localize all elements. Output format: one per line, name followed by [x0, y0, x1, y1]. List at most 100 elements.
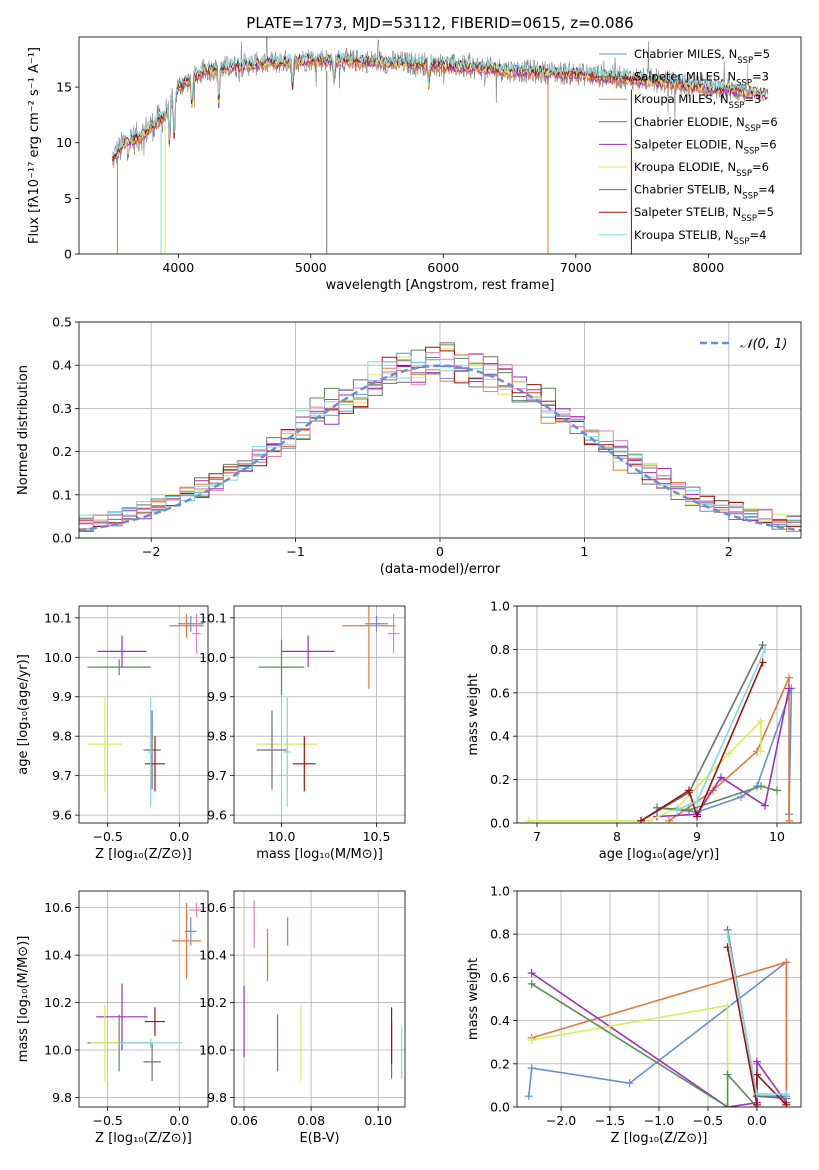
data-point-marker	[527, 979, 536, 988]
y-tick-label: 10.1	[199, 610, 227, 625]
residual-histogram-7	[79, 352, 801, 526]
y-tick-label: 0	[64, 247, 72, 262]
data-point-marker	[525, 816, 533, 823]
legend-entry: Chabrier ELODIE, NSSP=6	[634, 115, 778, 134]
data-point-marker	[723, 1070, 732, 1079]
y-tick-label: 10.2	[44, 995, 72, 1010]
data-point-marker	[527, 969, 536, 978]
y-axis-label: mass weight	[466, 958, 481, 1040]
x-tick-label: 0.0	[169, 829, 189, 844]
data-point-marker	[757, 782, 765, 791]
x-tick-label: 0.10	[364, 1113, 392, 1128]
x-tick-label: 9	[693, 829, 701, 844]
x-tick-label: −1.0	[644, 1113, 674, 1128]
spectrum-model-kroupa_stelib	[112, 51, 769, 156]
y-tick-label: 10.0	[44, 1043, 72, 1058]
y-tick-label: 0.6	[490, 970, 510, 985]
plot-area	[79, 342, 801, 532]
y-axis-label: Normed distribution	[16, 365, 31, 495]
data-point-marker	[782, 1090, 791, 1099]
weight-series-0	[656, 688, 793, 815]
y-tick-label: 9.8	[207, 1090, 227, 1105]
x-tick-label: 2	[725, 544, 733, 559]
y-tick-label: 0.4	[490, 1013, 510, 1028]
y-axis-label: mass weight	[466, 673, 481, 755]
y-tick-label: 0.8	[490, 927, 510, 942]
spectrum-model-salpeter_stelib	[111, 53, 769, 160]
x-tick-label: −0.5	[92, 1113, 122, 1128]
x-tick-label: −0.5	[693, 1113, 723, 1128]
y-tick-label: 0.3	[52, 401, 72, 416]
plot-area	[524, 925, 791, 1107]
y-tick-label: 0.6	[490, 685, 510, 700]
y-tick-label: 0.8	[490, 642, 510, 657]
plot-area	[256, 606, 400, 808]
data-point-marker	[685, 805, 693, 814]
x-axis-label: Z [log₁₀(Z/Z⊙)]	[95, 1131, 192, 1146]
panel-mass-vs-Z: −0.5 0.0 9.8 10.0 10.2 10.4 10.6 Z [log₁₀(Z/Z⊙)…	[16, 890, 209, 1146]
panel-mass-vs-ebv: 0.06 0.08 0.10 9.8 10.0 10.2 10.4 10.6 E(B-V)	[199, 890, 406, 1146]
figure-title: PLATE=1773, MJD=53112, FIBERID=0615, z=0…	[246, 14, 633, 32]
y-tick-label: 1.0	[490, 884, 510, 899]
data-point-marker	[723, 930, 732, 939]
y-tick-label: 10.2	[199, 995, 227, 1010]
data-point-marker	[761, 801, 769, 810]
x-tick-label: 0	[436, 544, 444, 559]
data-point-marker	[685, 786, 693, 795]
y-tick-label: 0.1	[52, 487, 72, 502]
legend-entry: Kroupa ELODIE, NSSP=6	[634, 160, 769, 179]
legend-entry: Salpeter ELODIE, NSSP=6	[634, 137, 777, 156]
data-point-marker	[785, 816, 793, 823]
y-tick-label: 0.5	[52, 315, 72, 330]
legend-entry: Chabrier STELIB, NSSP=4	[634, 183, 775, 202]
x-tick-label: −2.0	[546, 1113, 576, 1128]
y-tick-label: 10.4	[199, 948, 227, 963]
x-tick-label: 10.5	[363, 829, 391, 844]
panel-weight-vs-Z: −2.0 −1.5 −1.0 −0.5 0.0 0.0 0.2 0.4 0.6 0.8 1.0 Z […	[466, 884, 802, 1146]
y-tick-label: 0.0	[490, 1100, 510, 1115]
x-axis-label: Z [log₁₀(Z/Z⊙)]	[95, 847, 192, 862]
data-point-marker	[717, 773, 725, 782]
x-tick-label: 8	[613, 829, 621, 844]
panel-spectrum: 4000 5000 6000 7000 8000 0 5 10 15 wavelength [An…	[27, 36, 802, 293]
weight-series-3	[529, 719, 762, 822]
data-point-marker	[673, 805, 681, 814]
legend-entry: Kroupa STELIB, NSSP=4	[634, 228, 766, 247]
panel-age-vs-mass: 10.0 10.5 9.6 9.7 9.8 9.9 10.0 10.1 mass [log₁₀(…	[199, 605, 406, 862]
y-tick-label: 10.0	[199, 650, 227, 665]
x-tick-label: 7000	[560, 260, 592, 275]
axes-frame	[233, 890, 406, 1108]
y-tick-label: 10.6	[44, 900, 72, 915]
gaussian-curve	[79, 364, 801, 532]
data-point-marker	[527, 1036, 536, 1045]
x-axis-label: E(B-V)	[299, 1131, 339, 1146]
plot-area	[111, 37, 769, 254]
y-tick-label: 10.6	[199, 900, 227, 915]
y-tick-label: 9.6	[207, 808, 227, 823]
data-point-marker	[785, 673, 793, 682]
data-point-marker	[524, 1092, 533, 1101]
axes-frame	[78, 890, 209, 1108]
data-point-marker	[693, 797, 701, 806]
data-point-marker	[758, 641, 767, 650]
axes-frame	[78, 36, 802, 255]
data-point-marker	[757, 747, 765, 756]
y-tick-label: 9.7	[207, 768, 227, 783]
data-point-marker	[637, 816, 645, 823]
data-point-marker	[527, 1064, 536, 1073]
y-tick-label: 9.8	[207, 729, 227, 744]
plot-area	[525, 641, 796, 823]
y-tick-label: 10.1	[44, 610, 72, 625]
spectrum-model-kroupa_miles	[111, 58, 769, 166]
x-axis-label: mass [log₁₀(M/M⊙)]	[256, 847, 383, 862]
panel-residuals: −2 −1 0 1 2 0.0 0.1 0.2 0.3 0.4 0.5 (data-model)/er…	[16, 315, 802, 577]
weight-series-4	[656, 785, 778, 811]
y-tick-label: 0.0	[52, 531, 72, 546]
x-tick-label: 0.0	[747, 1113, 767, 1128]
x-tick-label: 10	[769, 829, 785, 844]
x-tick-label: 7	[533, 829, 541, 844]
data-point-marker	[752, 1057, 761, 1066]
y-tick-label: 0.2	[490, 1056, 510, 1071]
axes-frame	[233, 605, 406, 824]
